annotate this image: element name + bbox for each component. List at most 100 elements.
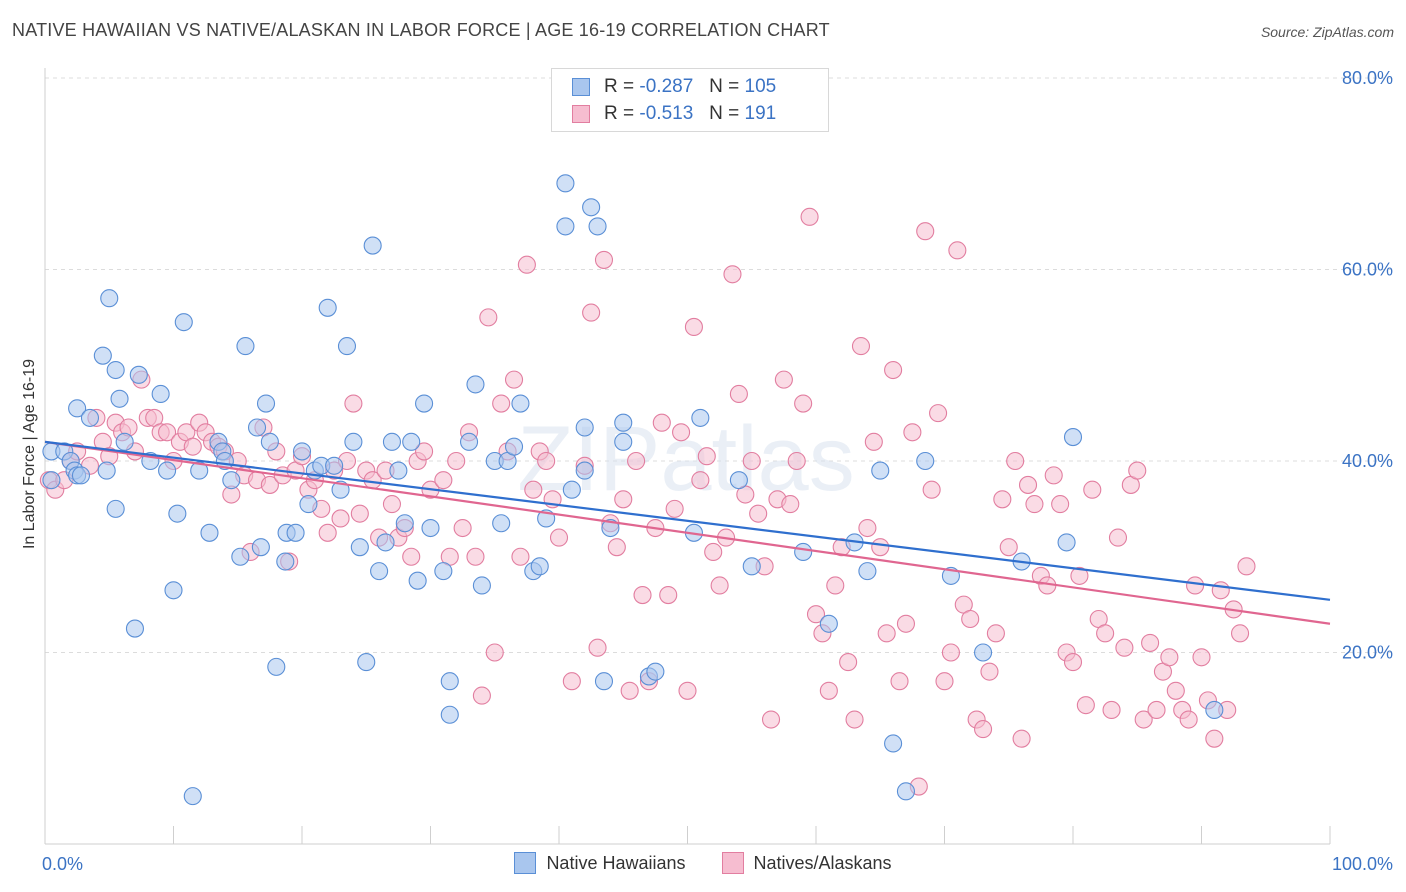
alaskan-point [1102, 700, 1121, 720]
alaskan-point [485, 643, 504, 662]
hawaiian-point [337, 337, 357, 356]
hawaiian-point [357, 653, 376, 672]
n-value-alaskan: 191 [744, 103, 777, 124]
grid-lines [45, 77, 1392, 653]
trend-line-hawaiians [44, 440, 1331, 601]
alaskan-point [415, 442, 434, 461]
hawaiian-point [247, 418, 267, 437]
alaskan-point [627, 451, 646, 471]
hawaiian-point [115, 432, 134, 451]
hawaiian-point [325, 456, 344, 475]
alaskan-point [1141, 633, 1160, 652]
legend-swatch-hawaiians [514, 852, 537, 874]
hawaiian-point [729, 471, 748, 490]
hawaiian-point [260, 432, 279, 451]
alaskan-point [1147, 700, 1166, 720]
alaskan-point [594, 250, 614, 269]
alaskan-point [819, 681, 838, 700]
hawaiian-point [370, 562, 389, 581]
hawaiian-point [896, 782, 916, 801]
alaskan-point [549, 528, 569, 547]
alaskan-point [1070, 566, 1089, 585]
alaskan-point [1012, 729, 1031, 748]
alaskan-point [1211, 581, 1230, 600]
alaskan-point [614, 490, 633, 509]
hawaiian-point [973, 643, 993, 662]
hawaiian-point [575, 418, 594, 437]
alaskan-point [524, 480, 543, 499]
hawaiian-point [556, 217, 575, 236]
chart-title: NATIVE HAWAIIAN VS NATIVE/ALASKAN IN LAB… [12, 20, 830, 40]
alaskan-point [1205, 729, 1224, 748]
alaskan-point [1237, 557, 1256, 576]
alaskan-point [826, 576, 845, 595]
alaskan-point [806, 605, 826, 624]
hawaiian-point [530, 557, 549, 576]
hawaiian-point [1205, 700, 1224, 720]
alaskan-point [607, 538, 626, 557]
alaskan-point [517, 255, 536, 274]
r-label: R = [604, 76, 635, 97]
alaskan-point [929, 404, 948, 423]
hawaiian-point [174, 313, 193, 332]
alaskan-point [1192, 648, 1211, 667]
legend-row-hawaiian: R = -0.287 N = 105 [572, 76, 776, 98]
alaskan-point [1108, 528, 1128, 547]
alaskan-point [896, 614, 916, 633]
alaskan-point [839, 653, 858, 672]
hawaiian-point [125, 619, 144, 638]
alaskan-point [588, 638, 607, 657]
r-label: R = [604, 103, 635, 124]
alaskan-point [800, 207, 819, 226]
hawaiian-point [286, 523, 305, 542]
hawaiian-point [1057, 533, 1076, 552]
alaskan-point [890, 672, 909, 691]
alaskan-point [331, 509, 350, 528]
hawaiian-point [168, 504, 187, 523]
alaskan-point [903, 423, 922, 442]
n-label: N = [709, 103, 740, 124]
alaskan-point [1044, 466, 1063, 485]
legend-row-alaskan: R = -0.513 N = 191 [572, 103, 776, 125]
hawaiian-point [256, 394, 276, 413]
hawaiian-point [93, 346, 112, 365]
hawaiian-point [42, 471, 61, 490]
alaskan-point [774, 370, 793, 389]
trend-lines [44, 440, 1331, 625]
alaskan-point [871, 538, 890, 557]
correlation-legend: R = -0.287 N = 105 R = -0.513 N = 191 [551, 68, 829, 132]
alaskan-point [1096, 624, 1115, 643]
y-tick-label-2: 60.0% [1342, 260, 1393, 280]
alaskan-point [961, 609, 980, 629]
alaskan-point [794, 394, 813, 413]
alaskan-point [864, 432, 883, 451]
alaskan-point [691, 471, 710, 490]
alaskan-point [684, 317, 703, 337]
swatch-hawaiian [572, 78, 590, 96]
alaskan-point [678, 681, 697, 700]
hawaiian-point [884, 734, 903, 753]
x-tick-label-0: 0.0% [42, 854, 83, 874]
alaskan-point [158, 423, 177, 442]
legend-label-alaskans: Natives/Alaskans [753, 852, 892, 873]
alaskan-point [1166, 681, 1185, 700]
hawaiian-point [601, 518, 620, 538]
alaskan-point [1006, 451, 1025, 471]
hawaiian-point [97, 461, 116, 480]
hawaiian-point [614, 413, 633, 432]
alaskan-point [582, 303, 601, 322]
alaskan-point [704, 542, 723, 562]
alaskan-point [472, 686, 491, 705]
alaskan-point [916, 222, 935, 241]
alaskan-point [402, 547, 421, 566]
hawaiian-point [794, 542, 813, 562]
hawaiian-point [440, 705, 459, 724]
alaskan-point [1083, 480, 1102, 499]
hawaiian-point [80, 408, 100, 427]
alaskan-point [1179, 710, 1198, 729]
alaskan-point [723, 265, 742, 284]
hawaiian-point [267, 657, 286, 676]
alaskan-point [318, 523, 337, 542]
hawaiian-point [276, 552, 295, 571]
alaskan-point [877, 624, 896, 643]
